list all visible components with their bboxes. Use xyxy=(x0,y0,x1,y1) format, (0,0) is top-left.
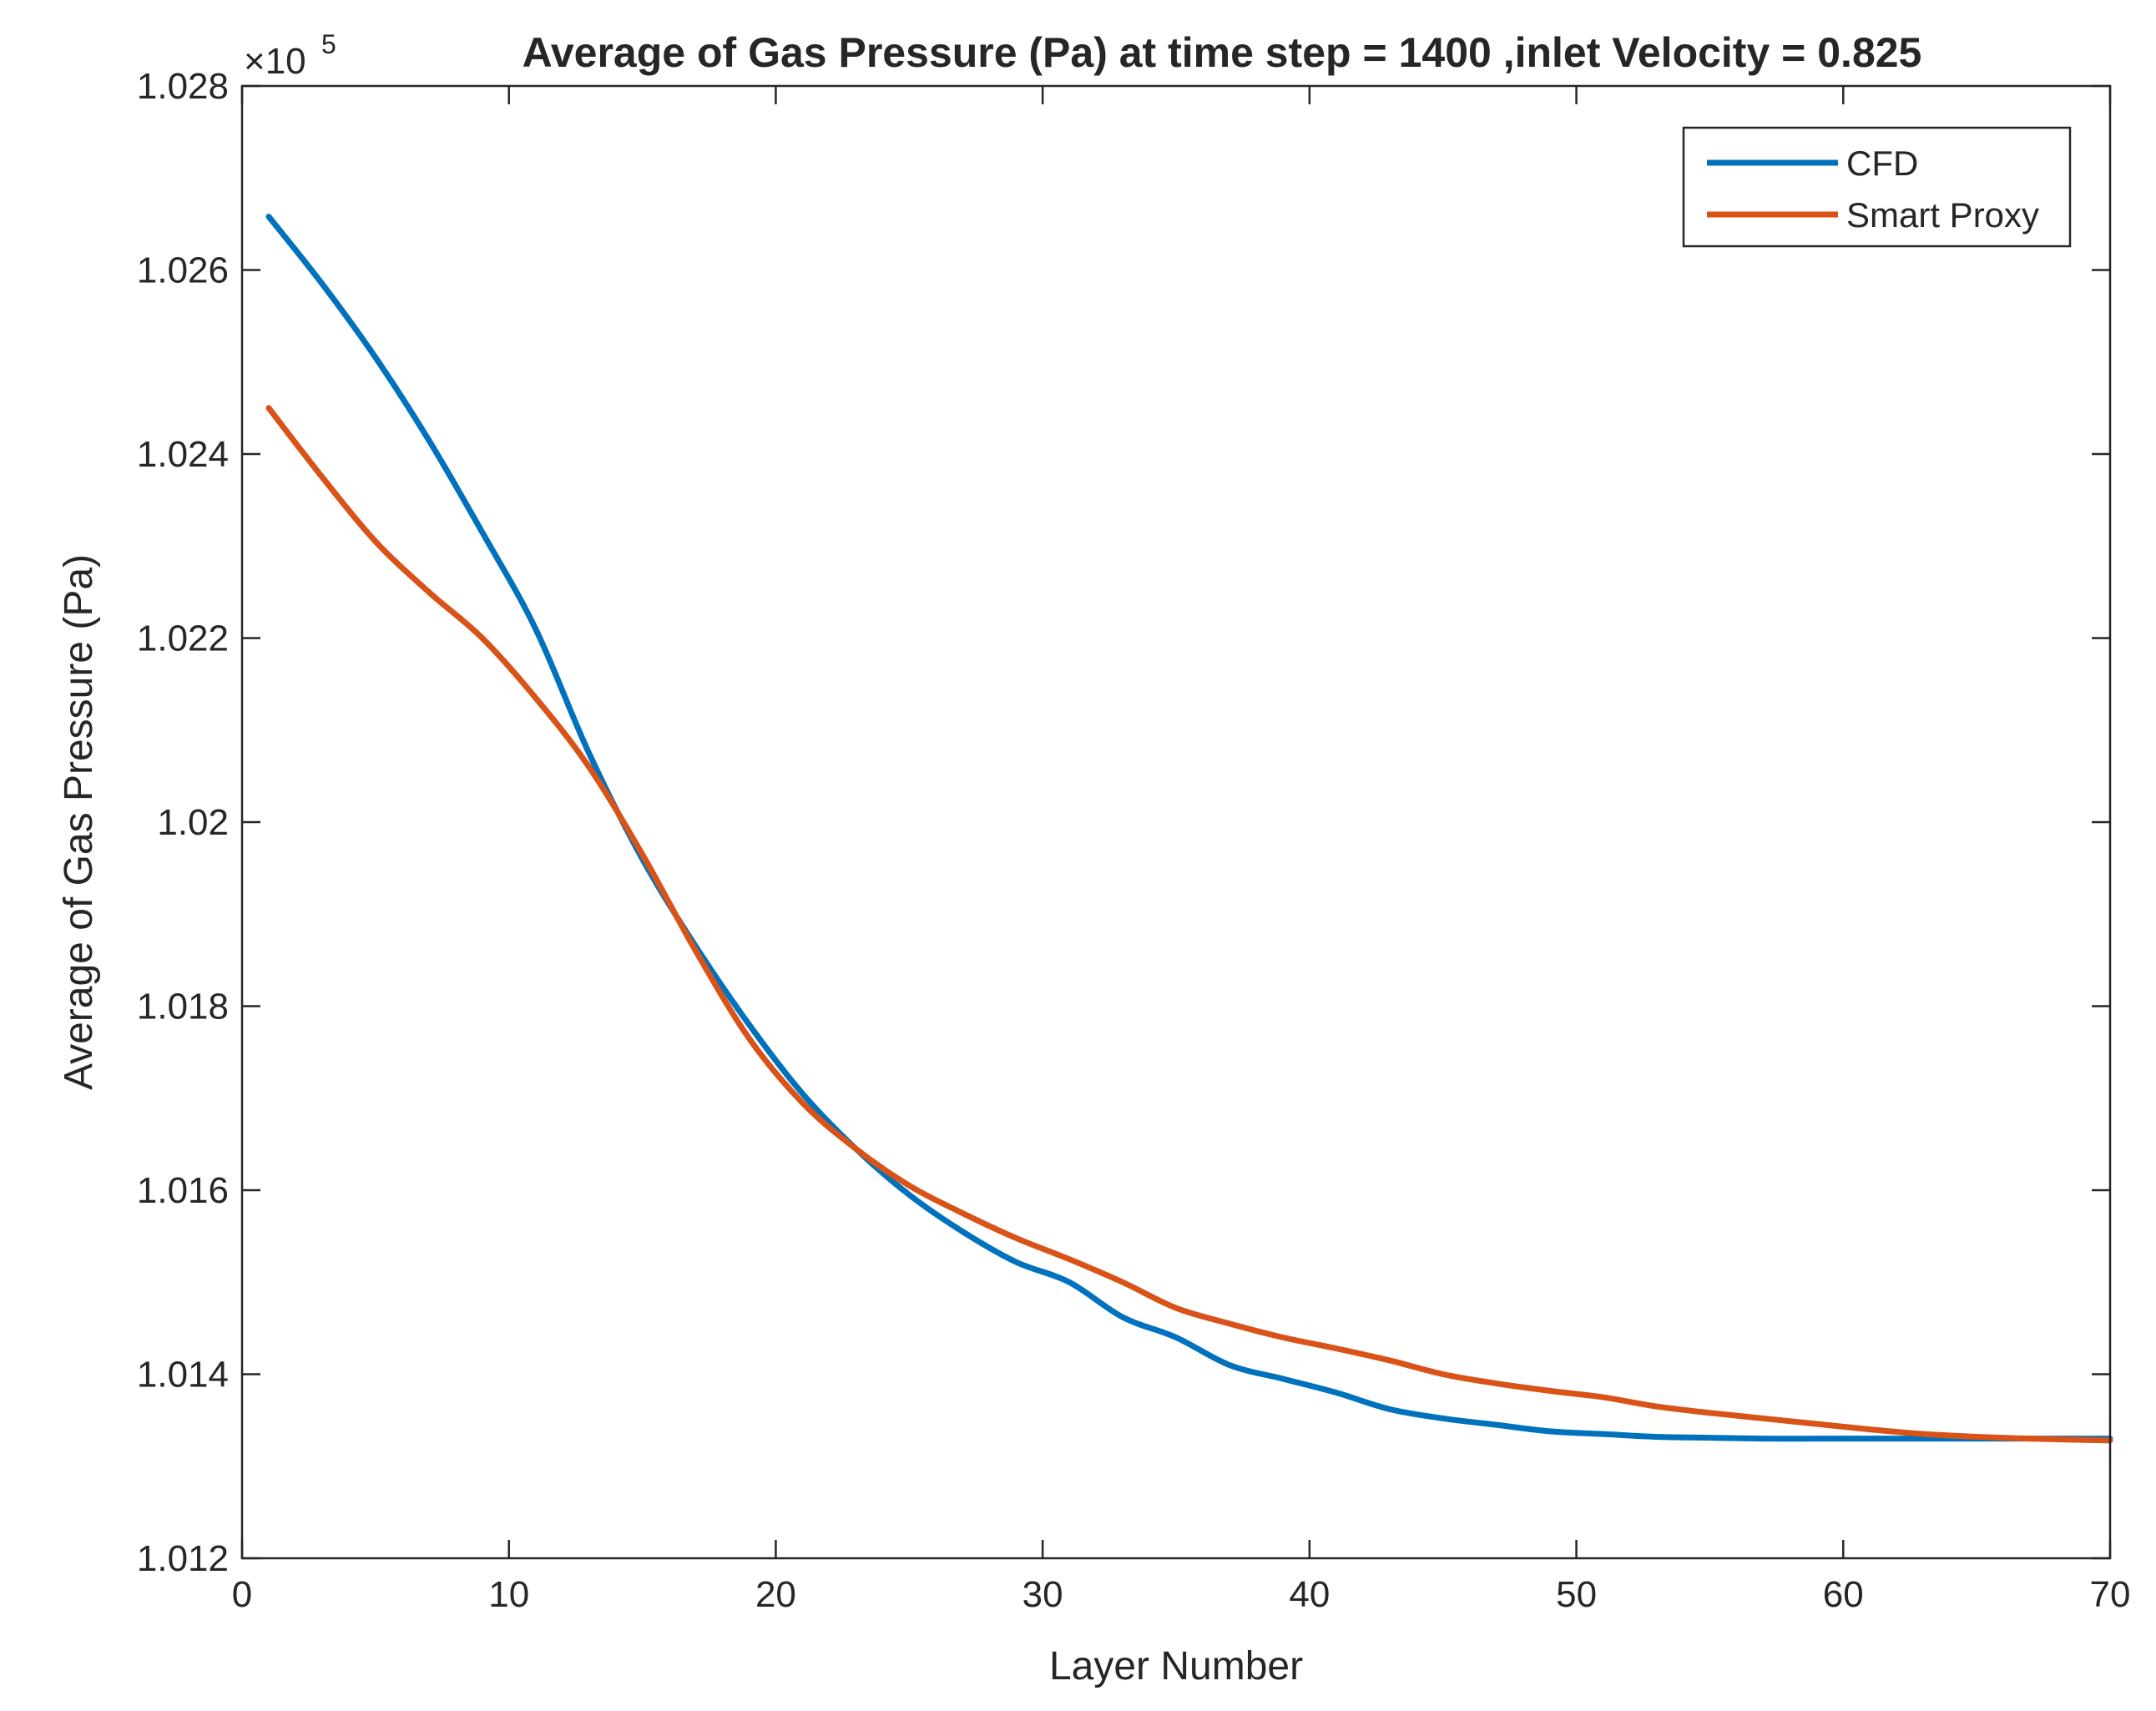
x-tick-label: 0 xyxy=(232,1574,252,1615)
x-tick-label: 60 xyxy=(1823,1574,1864,1615)
x-tick-label: 20 xyxy=(755,1574,796,1615)
y-tick-label: 1.02 xyxy=(157,802,229,843)
y-tick-label: 1.016 xyxy=(137,1170,229,1211)
x-tick-label: 70 xyxy=(2090,1574,2131,1615)
series-lines xyxy=(265,214,2113,1444)
y-tick-label: 1.024 xyxy=(137,434,229,475)
y-exponent-power: 5 xyxy=(321,29,336,59)
legend-label-smart-proxy: Smart Proxy xyxy=(1846,195,2039,235)
axis-ticks: 0 10 20 30 40 50 60 70 1.012 1.014 1.016 1.018 1.02 1… xyxy=(137,66,2131,1615)
y-tick-label: 1.026 xyxy=(137,250,229,291)
plot-area xyxy=(242,86,2110,1558)
chart-title: Average of Gas Pressure (Pa) at time ste… xyxy=(523,29,1922,76)
y-tick-label: 1.018 xyxy=(137,987,229,1027)
legend-label-cfd: CFD xyxy=(1846,144,1918,183)
x-tick-label: 30 xyxy=(1022,1574,1063,1615)
y-tick-label: 1.028 xyxy=(137,66,229,107)
legend-box xyxy=(1682,126,2072,248)
x-tick-label: 10 xyxy=(488,1574,529,1615)
y-exponent-label: ×10 5 xyxy=(244,29,336,82)
series-line-smart-proxy xyxy=(265,405,2113,1444)
x-tick-label: 50 xyxy=(1556,1574,1597,1615)
legend: CFD Smart Proxy xyxy=(1682,126,2072,248)
y-exponent-base: ×10 xyxy=(244,41,306,82)
y-tick-label: 1.022 xyxy=(137,618,229,659)
y-tick-label: 1.014 xyxy=(137,1355,229,1396)
y-tick-label: 1.012 xyxy=(137,1538,229,1579)
x-tick-label: 40 xyxy=(1289,1574,1330,1615)
x-axis-label: Layer Number xyxy=(1049,1644,1303,1688)
series-line-cfd xyxy=(265,214,2113,1442)
y-axis-label: Average of Gas Pressure (Pa) xyxy=(57,554,101,1090)
